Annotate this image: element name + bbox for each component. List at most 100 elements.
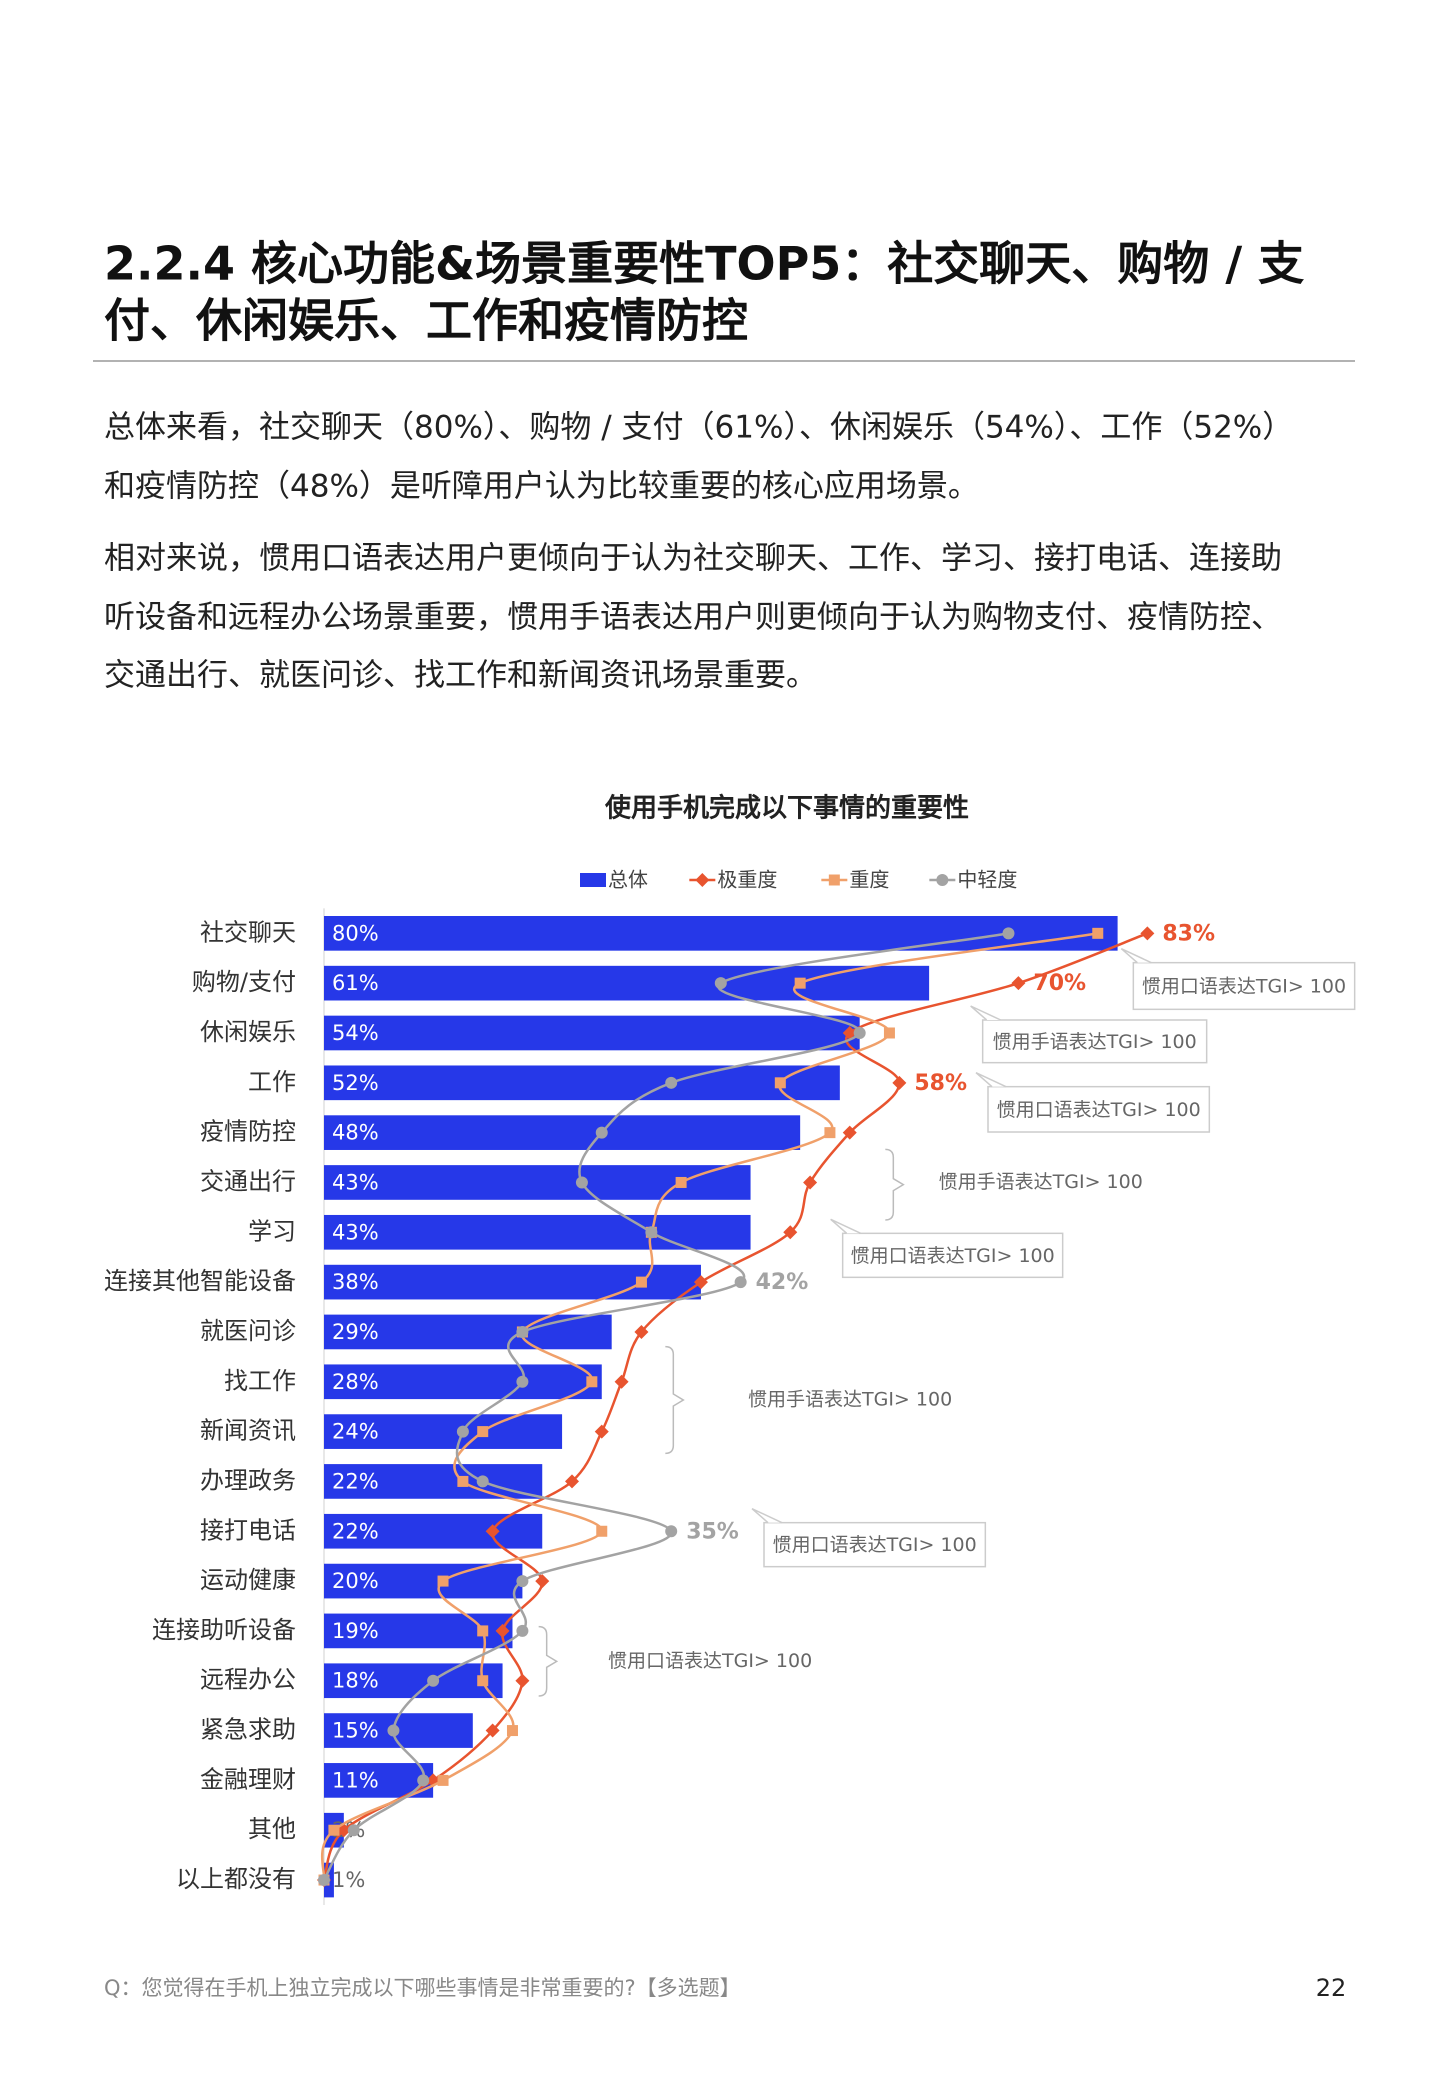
annotation-box — [763, 1521, 987, 1568]
bar — [324, 1663, 503, 1699]
bar-value-label: 48% — [332, 1121, 379, 1145]
line-marker — [516, 1325, 529, 1338]
line-marker — [506, 1725, 518, 1737]
line-marker — [803, 1175, 818, 1190]
line-marker — [734, 1276, 747, 1289]
line-marker — [853, 1026, 866, 1039]
line-marker — [824, 1127, 836, 1139]
line-marker — [714, 977, 727, 990]
category-label: 交通出行 — [200, 1167, 296, 1195]
annotation-text: 惯用口语表达TGI> 100 — [997, 1099, 1201, 1121]
line-marker — [595, 1126, 608, 1139]
legend-label: 极重度 — [717, 868, 777, 892]
bar — [324, 1464, 543, 1499]
line-marker — [318, 1874, 330, 1887]
bar-value-label: 38% — [332, 1270, 379, 1294]
bar-value-label: 11% — [332, 1768, 379, 1792]
bar — [324, 1015, 860, 1051]
bar — [324, 1364, 602, 1400]
bar-value-label: 43% — [332, 1220, 379, 1244]
category-label: 运动健康 — [200, 1566, 296, 1594]
bar-value-label: 18% — [332, 1669, 379, 1693]
annotation-pointer — [1120, 947, 1152, 964]
bar-value-label: 80% — [332, 921, 379, 945]
line-value-label: 70% — [1033, 971, 1086, 996]
category-label: 疫情防控 — [200, 1118, 296, 1146]
category-label: 新闻资讯 — [200, 1417, 296, 1445]
line-marker — [485, 1524, 500, 1539]
annotation-box — [981, 1019, 1208, 1064]
bar-value-label: 52% — [332, 1071, 379, 1095]
bar — [324, 1414, 563, 1449]
line-value-label: 42% — [756, 1270, 809, 1295]
bar — [324, 1563, 523, 1599]
legend-marker — [936, 874, 949, 886]
annotation-pointer — [975, 1071, 1007, 1088]
line-marker — [485, 1723, 500, 1738]
legend-marker — [828, 874, 840, 886]
category-label: 就医问诊 — [200, 1317, 296, 1345]
bar-value-label: 28% — [332, 1370, 379, 1394]
category-label: 办理政务 — [200, 1466, 296, 1494]
line-marker — [437, 1575, 449, 1587]
category-label: 购物/支付 — [192, 968, 296, 996]
bar-value-label: 24% — [332, 1420, 379, 1444]
line-marker — [1140, 926, 1155, 941]
bar-value-label: 20% — [332, 1569, 379, 1593]
annotation-bracket — [538, 1625, 559, 1697]
bar — [324, 916, 1118, 951]
paragraph-line: 听设备和远程办公场景重要，惯用手语表达用户则更倾向于认为购物支付、疫情防控、 — [104, 600, 1282, 636]
bar-value-label: 19% — [332, 1619, 379, 1643]
line-marker — [328, 1824, 340, 1836]
line-marker — [516, 1575, 529, 1588]
category-label: 其他 — [248, 1815, 296, 1843]
category-label: 找工作 — [224, 1367, 296, 1395]
bar-value-label: 61% — [332, 971, 379, 995]
bar-value-label: 15% — [332, 1719, 379, 1743]
line-marker — [596, 1525, 608, 1537]
bar — [324, 1214, 751, 1250]
bar — [324, 965, 930, 1001]
line-marker — [665, 1525, 678, 1538]
line-marker — [457, 1475, 469, 1487]
annotation-text: 惯用口语表达TGI> 100 — [608, 1650, 812, 1672]
line-marker — [427, 1674, 440, 1687]
line-marker — [645, 1226, 658, 1239]
line-marker — [565, 1474, 579, 1489]
annotation-text: 惯用手语表达TGI> 100 — [748, 1389, 952, 1411]
category-label: 工作 — [248, 1068, 296, 1096]
line-value-label: 35% — [686, 1519, 739, 1544]
line-marker — [477, 1675, 489, 1687]
line-marker — [515, 1673, 530, 1688]
line-marker — [842, 1025, 857, 1040]
annotation-bracket — [665, 1345, 685, 1455]
line-marker — [495, 1623, 510, 1638]
line-marker — [635, 1276, 647, 1288]
bar-value-label: 1% — [332, 1868, 365, 1892]
page-number: 22 — [1316, 1974, 1347, 2002]
line-marker — [634, 1324, 649, 1339]
line-marker — [675, 1176, 687, 1188]
annotation-pointer — [970, 1005, 1001, 1021]
chart: 社交聊天购物/支付休闲娱乐工作疫情防控交通出行学习连接其他智能设备就医问诊找工作… — [104, 868, 1356, 1906]
bar-value-label: 22% — [332, 1469, 379, 1493]
annotation-box — [1132, 961, 1356, 1011]
paragraph-line: 总体来看，社交聊天（80%）、购物 / 支付（61%）、休闲娱乐（54%）、工作… — [104, 410, 1293, 446]
bar-value-label: 43% — [332, 1170, 379, 1194]
line-marker — [1092, 927, 1104, 939]
line-marker — [575, 1176, 588, 1189]
legend-swatch — [580, 873, 606, 887]
annotation-text: 惯用口语表达TGI> 100 — [773, 1534, 977, 1556]
title-line: 付、休闲娱乐、工作和疫情防控 — [104, 294, 748, 348]
line-marker — [437, 1774, 449, 1786]
category-label: 远程办公 — [200, 1666, 296, 1694]
annotation-box — [841, 1232, 1064, 1279]
line-marker — [892, 1075, 907, 1090]
bar — [324, 1065, 840, 1101]
annotation-box — [987, 1085, 1211, 1133]
bar-value-label: 29% — [332, 1320, 379, 1344]
title-line: 2.2.4 核心功能&场景重要性TOP5：社交聊天、购物 / 支 — [104, 237, 1304, 291]
line-marker — [477, 1426, 489, 1438]
chart-title: 使用手机完成以下事情的重要性 — [604, 793, 969, 824]
